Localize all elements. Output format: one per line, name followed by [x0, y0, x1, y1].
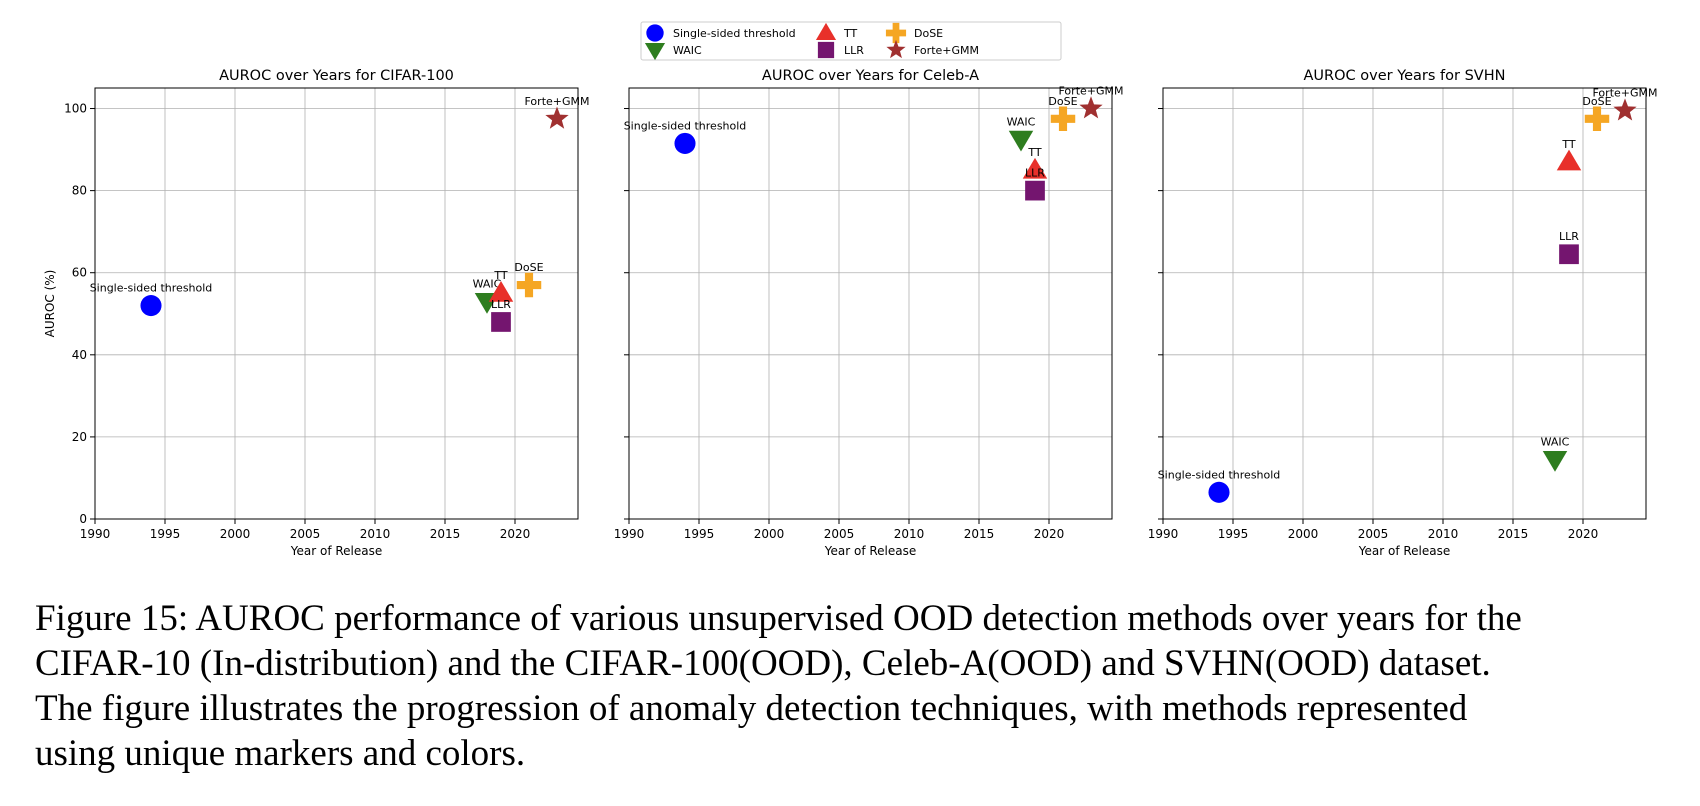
legend-frame [640, 21, 1062, 61]
point-single-sided-threshold [140, 295, 162, 317]
legend-label-waic: WAIC [673, 44, 702, 57]
point-waic [1542, 450, 1568, 472]
x-tick-label: 2000 [754, 527, 785, 541]
point-label-forte-gmm: Forte+GMM [1593, 87, 1658, 100]
point-tt [1556, 149, 1582, 171]
point-label-llr: LLR [491, 298, 511, 311]
legend-label-tt: TT [843, 27, 858, 40]
point-forte-gmm [1079, 96, 1103, 119]
point-label-tt: TT [493, 269, 508, 282]
subplot-title: AUROC over Years for SVHN [1304, 68, 1506, 84]
axes-frame [628, 87, 1113, 520]
legend-label-llr: LLR [844, 44, 864, 57]
x-tick-label: 2020 [1034, 527, 1065, 541]
x-tick-label: 2000 [1288, 527, 1319, 541]
x-tick-label: 1995 [1218, 527, 1249, 541]
y-tick-label: 0 [79, 512, 87, 526]
x-tick-label: 2010 [360, 527, 391, 541]
legend-label-single-sided-threshold: Single-sided threshold [673, 27, 796, 40]
point-label-dose: DoSE [1048, 95, 1077, 108]
caption-line-3: The figure illustrates the progression o… [35, 688, 1468, 729]
y-tick-label: 40 [72, 348, 87, 362]
point-tt [1022, 157, 1048, 179]
point-dose [516, 272, 542, 298]
point-waic [1008, 130, 1034, 152]
figure-caption: Figure 15: AUROC performance of various … [35, 596, 1675, 776]
legend-marker-waic [644, 43, 666, 61]
legend: Single-sided threshold WAIC TT LLR DoSE Forte… [640, 21, 1062, 61]
point-single-sided-threshold [674, 132, 696, 154]
figure-canvas: Single-sided thresholdWAICTTLLRDoSEForte… [43, 21, 1658, 558]
point-label-llr: LLR [1025, 167, 1045, 180]
y-tick-label: 60 [72, 266, 87, 280]
y-tick-label: 100 [64, 102, 87, 116]
x-tick-label: 2010 [1428, 527, 1459, 541]
point-label-single-sided-threshold: Single-sided threshold [1158, 468, 1281, 481]
x-axis-label: Year of Release [1358, 544, 1451, 558]
legend-marker-llr [817, 41, 835, 59]
point-dose [1050, 106, 1076, 132]
point-label-dose: DoSE [1582, 95, 1611, 108]
x-tick-label: 2005 [290, 527, 321, 541]
point-llr [1025, 180, 1045, 201]
axes-frame [1162, 87, 1647, 520]
x-tick-label: 2015 [430, 527, 461, 541]
point-dose [1584, 106, 1610, 132]
point-llr [491, 312, 511, 332]
point-llr [1559, 244, 1579, 265]
y-axis-label: AUROC (%) [43, 270, 57, 338]
x-tick-label: 2005 [1358, 527, 1389, 541]
point-label-forte-gmm: Forte+GMM [525, 95, 590, 108]
legend-marker-dose [885, 22, 907, 44]
x-tick-label: 1995 [150, 527, 181, 541]
subplot-3: 1990 1995 2000 2005 2010 2015 2020 AUROC over Y… [1148, 68, 1658, 558]
point-label-tt: TT [1027, 146, 1042, 159]
subplot-title: AUROC over Years for Celeb-A [762, 68, 979, 84]
subplot-1: 1990 1995 2000 2005 2010 2015 2020 0 20 40 60 80 100… [43, 68, 590, 558]
legend-marker-tt [815, 22, 837, 40]
x-axis-label: Year of Release [824, 544, 917, 558]
legend-label-forte-gmm: Forte+GMM [914, 44, 979, 57]
point-label-waic: WAIC [1541, 435, 1570, 448]
point-label-single-sided-threshold: Single-sided threshold [624, 119, 747, 132]
caption-line-2: CIFAR-10 (In-distribution) and the CIFAR… [35, 643, 1491, 684]
legend-marker-single-sided-threshold [646, 24, 664, 42]
y-tick-label: 80 [72, 184, 87, 198]
x-axis-label: Year of Release [290, 544, 383, 558]
legend-label-dose: DoSE [914, 27, 943, 40]
point-forte-gmm [1613, 98, 1637, 121]
x-tick-label: 1990 [1148, 527, 1179, 541]
x-tick-label: 1990 [614, 527, 645, 541]
x-tick-label: 2015 [964, 527, 995, 541]
x-tick-label: 2005 [824, 527, 855, 541]
point-label-single-sided-threshold: Single-sided threshold [90, 282, 213, 295]
x-tick-label: 2020 [1568, 527, 1599, 541]
point-single-sided-threshold [1208, 481, 1230, 503]
x-tick-label: 2020 [500, 527, 531, 541]
point-label-dose: DoSE [514, 261, 543, 274]
point-label-waic: WAIC [1007, 115, 1036, 128]
x-tick-label: 1995 [684, 527, 715, 541]
caption-line-4: using unique markers and colors. [35, 733, 526, 774]
point-tt [488, 280, 514, 302]
x-tick-label: 1990 [80, 527, 111, 541]
point-label-llr: LLR [1559, 230, 1579, 243]
axes-frame [94, 87, 579, 520]
point-forte-gmm [545, 106, 569, 129]
subplot-2: 1990 1995 2000 2005 2010 2015 2020 AUROC over Y… [614, 68, 1124, 558]
x-tick-label: 2015 [1498, 527, 1529, 541]
y-tick-label: 20 [72, 430, 87, 444]
x-tick-label: 2000 [220, 527, 251, 541]
point-label-tt: TT [1561, 138, 1576, 151]
caption-line-1: Figure 15: AUROC performance of various … [35, 598, 1522, 639]
subplot-title: AUROC over Years for CIFAR-100 [219, 68, 454, 84]
legend-marker-forte-gmm [886, 39, 906, 59]
point-label-forte-gmm: Forte+GMM [1059, 85, 1124, 98]
point-label-waic: WAIC [473, 277, 502, 290]
x-tick-label: 2010 [894, 527, 925, 541]
